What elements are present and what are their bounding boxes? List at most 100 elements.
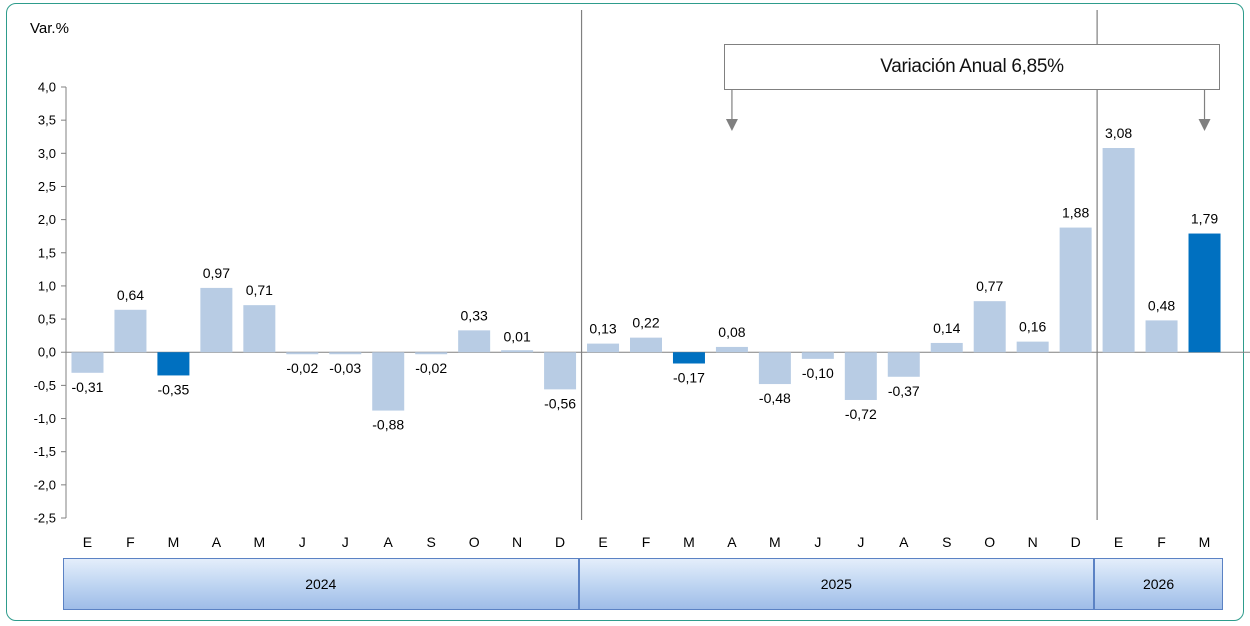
x-tick-label: A xyxy=(384,534,394,550)
y-tick-label: 3,0 xyxy=(38,146,56,161)
bar xyxy=(200,287,233,353)
y-tick-label: -2,5 xyxy=(34,511,56,526)
year-box-2024: 2024 xyxy=(63,558,579,610)
data-label: 0,08 xyxy=(718,324,745,340)
x-tick-label: D xyxy=(555,534,565,550)
bar xyxy=(501,350,534,353)
data-label: 0,16 xyxy=(1019,319,1046,335)
annual-variation-box: Variación Anual 6,85% xyxy=(724,44,1220,90)
y-tick-label: 2,0 xyxy=(38,212,56,227)
data-label: 0,64 xyxy=(117,287,144,303)
bar xyxy=(1102,148,1135,353)
data-label: -0,03 xyxy=(329,360,361,376)
y-tick-label: 1,0 xyxy=(38,278,56,293)
x-tick-label: A xyxy=(727,534,737,550)
data-label: -0,88 xyxy=(372,417,404,433)
x-tick-label: S xyxy=(942,534,951,550)
y-tick-label: 4,0 xyxy=(38,80,56,95)
y-axis-label: Var.% xyxy=(30,20,69,37)
x-tick-label: O xyxy=(984,534,995,550)
bar xyxy=(1145,320,1178,353)
x-tick-label: S xyxy=(427,534,436,550)
y-tick-label: 0,0 xyxy=(38,345,56,360)
x-tick-label: J xyxy=(342,534,349,550)
data-label: 0,22 xyxy=(632,315,659,331)
data-label: -0,02 xyxy=(286,360,318,376)
data-label: 0,01 xyxy=(503,329,530,345)
chart-frame xyxy=(6,3,1244,621)
bar xyxy=(1059,227,1092,353)
x-tick-label: J xyxy=(814,534,821,550)
data-label: -0,31 xyxy=(72,379,104,395)
y-tick-label: 2,5 xyxy=(38,179,56,194)
x-tick-label: E xyxy=(1114,534,1123,550)
data-label: 1,79 xyxy=(1191,211,1218,227)
x-tick-label: A xyxy=(212,534,222,550)
bar xyxy=(544,352,577,390)
bar xyxy=(458,330,491,353)
bar xyxy=(415,352,448,355)
annotation-arrow xyxy=(1198,119,1211,131)
bar xyxy=(973,301,1006,353)
bar xyxy=(887,352,920,377)
data-label: 0,77 xyxy=(976,278,1003,294)
data-label: 0,14 xyxy=(933,320,960,336)
x-tick-label: A xyxy=(899,534,909,550)
data-label: 1,88 xyxy=(1062,205,1089,221)
bar xyxy=(157,352,190,376)
data-label: 0,13 xyxy=(589,321,616,337)
y-tick-label: -2,0 xyxy=(34,477,56,492)
data-label: -0,37 xyxy=(888,383,920,399)
bar xyxy=(672,352,705,364)
data-label: 0,97 xyxy=(203,265,230,281)
bar xyxy=(286,352,319,355)
bar xyxy=(1188,233,1221,353)
x-tick-label: E xyxy=(83,534,92,550)
data-label: -0,17 xyxy=(673,370,705,386)
bar xyxy=(243,305,276,353)
x-tick-label: M xyxy=(253,534,265,550)
annotation-arrow xyxy=(725,119,738,131)
data-label: -0,56 xyxy=(544,395,576,411)
bar xyxy=(71,352,104,373)
x-tick-label: E xyxy=(598,534,607,550)
year-box-2026: 2026 xyxy=(1094,558,1223,610)
y-tick-label: -0,5 xyxy=(34,378,56,393)
x-tick-label: O xyxy=(469,534,480,550)
x-tick-label: M xyxy=(769,534,781,550)
y-tick-label: 0,5 xyxy=(38,312,56,327)
bar xyxy=(758,352,791,385)
bar xyxy=(715,346,748,353)
x-tick-label: F xyxy=(642,534,651,550)
x-tick-label: F xyxy=(1157,534,1166,550)
x-tick-label: F xyxy=(126,534,135,550)
bar xyxy=(114,309,147,353)
data-label: 0,71 xyxy=(246,282,273,298)
data-label: -0,35 xyxy=(157,381,189,397)
bar xyxy=(801,352,834,359)
x-tick-label: M xyxy=(1199,534,1211,550)
bar xyxy=(630,337,662,353)
bar xyxy=(930,342,963,353)
y-tick-label: 1,5 xyxy=(38,245,56,260)
x-tick-label: D xyxy=(1071,534,1081,550)
year-box-2025: 2025 xyxy=(578,558,1095,610)
x-tick-label: N xyxy=(1028,534,1038,550)
data-label: -0,02 xyxy=(415,360,447,376)
data-label: -0,48 xyxy=(759,390,791,406)
data-label: -0,10 xyxy=(802,365,834,381)
data-label: 0,33 xyxy=(461,307,488,323)
x-tick-label: J xyxy=(299,534,306,550)
bar xyxy=(329,352,362,355)
y-tick-label: 3,5 xyxy=(38,113,56,128)
x-tick-label: N xyxy=(512,534,522,550)
x-tick-label: M xyxy=(683,534,695,550)
bar xyxy=(587,343,620,353)
data-label: 0,48 xyxy=(1148,297,1175,313)
data-label: 3,08 xyxy=(1105,125,1132,141)
y-tick-label: -1,5 xyxy=(34,444,56,459)
x-tick-label: J xyxy=(857,534,864,550)
bar xyxy=(1016,341,1049,353)
data-label: -0,72 xyxy=(845,406,877,422)
